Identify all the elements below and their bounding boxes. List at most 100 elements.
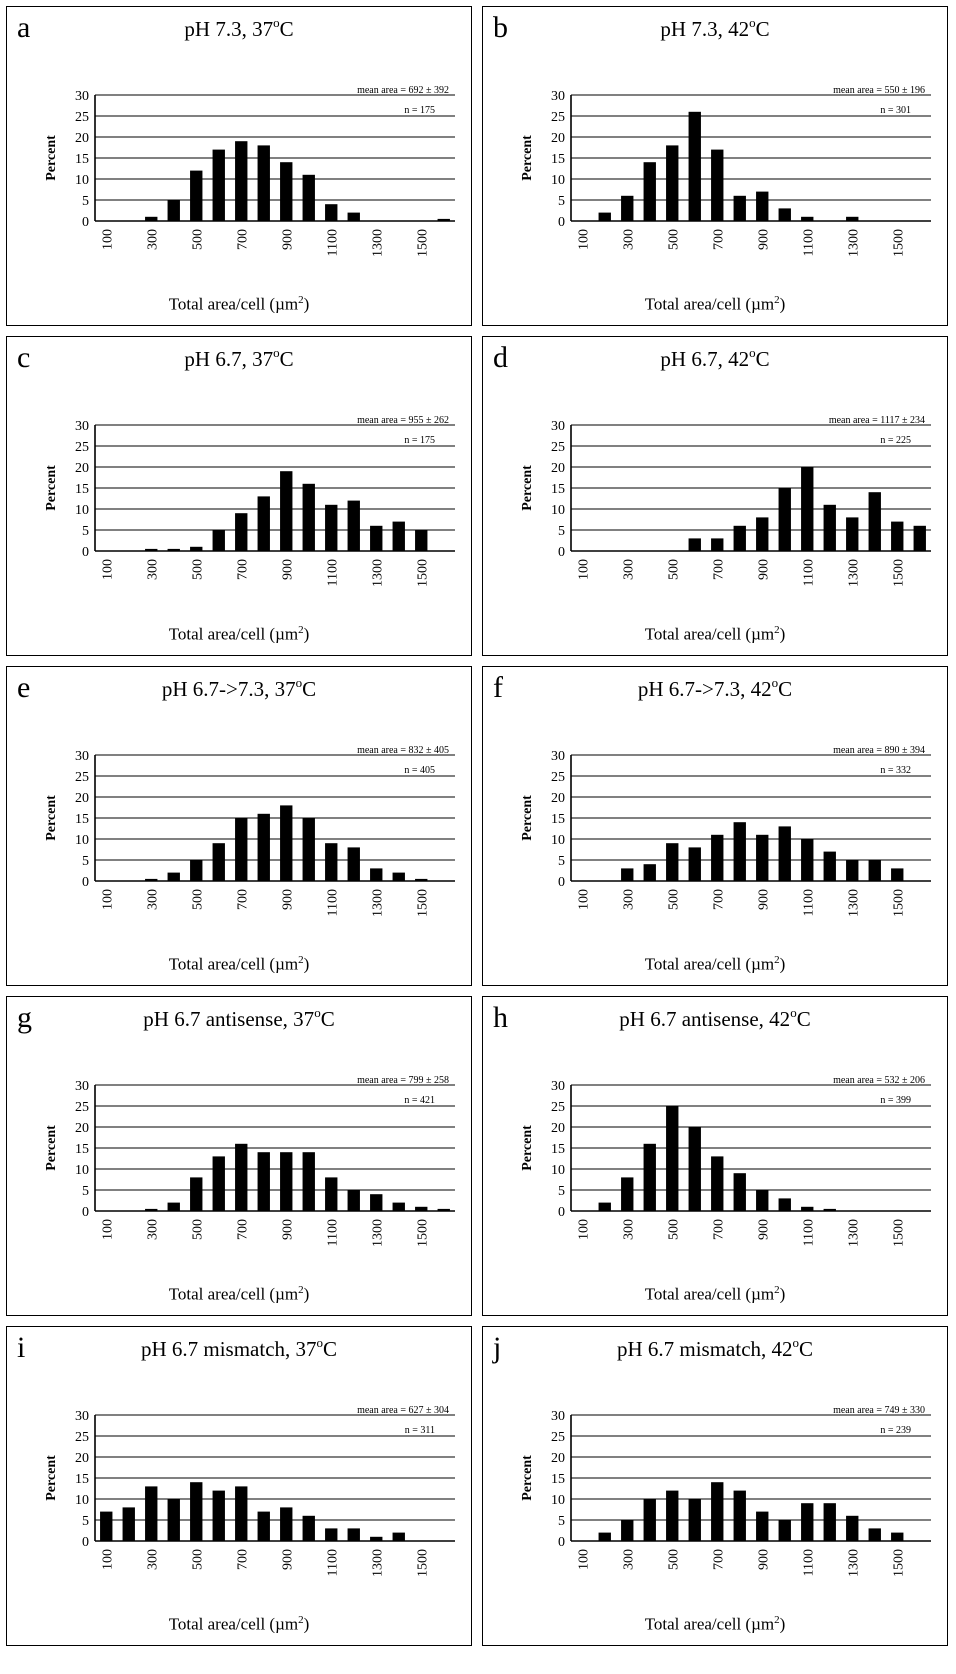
chart-svg: 0 5 10 15 20 25 30 Percent 100 300 500 700 900 1100 13… — [7, 7, 473, 327]
y-tick-label: 20 — [551, 1451, 565, 1466]
y-tick-label: 5 — [82, 1184, 89, 1199]
x-tick-label: 1300 — [846, 1549, 861, 1577]
y-tick-label: 5 — [558, 1514, 565, 1529]
chart-panel-e: e pH 6.7->7.3, 37oC Total area/cell (µm2) 0… — [6, 666, 472, 986]
bar-300 — [621, 1520, 633, 1541]
y-tick-label: 25 — [75, 1100, 89, 1115]
x-tick-label: 1500 — [891, 1219, 906, 1247]
x-tick-label: 500 — [190, 1549, 205, 1570]
bar-700 — [235, 1144, 247, 1211]
chart-panel-f: f pH 6.7->7.3, 42oC Total area/cell (µm2) 0… — [482, 666, 948, 986]
mean-area-annotation: mean area = 627 ± 304 — [357, 1405, 449, 1416]
y-tick-label: 25 — [551, 110, 565, 125]
y-tick-label: 10 — [551, 173, 565, 188]
x-tick-label: 1100 — [325, 1219, 340, 1246]
chart-svg: 0 5 10 15 20 25 30 Percent 100 300 500 700 900 1100 13… — [7, 1327, 473, 1647]
bar-400 — [644, 1144, 656, 1211]
bar-400 — [644, 864, 656, 881]
x-tick-label: 500 — [666, 559, 681, 580]
x-tick-label: 1300 — [370, 1219, 385, 1247]
y-tick-label: 15 — [551, 152, 565, 167]
x-tick-label: 1500 — [415, 559, 430, 587]
bar-1600 — [914, 526, 926, 551]
n-annotation: n = 399 — [880, 1095, 911, 1106]
x-tick-label: 100 — [576, 559, 591, 580]
bar-500 — [190, 547, 202, 551]
bar-200 — [599, 1203, 611, 1211]
y-axis-label: Percent — [520, 465, 535, 511]
bar-800 — [258, 814, 270, 881]
bar-1400 — [869, 492, 881, 551]
bar-400 — [168, 1203, 180, 1211]
bar-900 — [756, 1190, 768, 1211]
y-tick-label: 25 — [75, 110, 89, 125]
bar-800 — [734, 196, 746, 221]
mean-area-annotation: mean area = 550 ± 196 — [833, 85, 925, 96]
y-axis-label: Percent — [44, 1455, 59, 1501]
bar-800 — [734, 1491, 746, 1541]
x-tick-label: 500 — [190, 229, 205, 250]
chart-panel-a: a pH 7.3, 37oC Total area/cell (µm2) 0 5 10 15… — [6, 6, 472, 326]
bar-1500 — [415, 530, 427, 551]
y-tick-label: 30 — [551, 419, 565, 434]
bar-1200 — [824, 1503, 836, 1541]
x-tick-label: 900 — [280, 229, 295, 250]
bar-1200 — [824, 852, 836, 881]
y-axis-label: Percent — [520, 135, 535, 181]
y-tick-label: 15 — [75, 1142, 89, 1157]
bar-1100 — [325, 204, 337, 221]
y-tick-label: 30 — [75, 1079, 89, 1094]
x-tick-label: 500 — [190, 559, 205, 580]
x-tick-label: 1500 — [891, 1549, 906, 1577]
y-axis-label: Percent — [44, 795, 59, 841]
y-tick-label: 20 — [551, 461, 565, 476]
mean-area-annotation: mean area = 749 ± 330 — [833, 1405, 925, 1416]
y-tick-label: 5 — [82, 1514, 89, 1529]
bar-300 — [145, 217, 157, 221]
bar-1000 — [303, 175, 315, 221]
x-tick-label: 1100 — [801, 1219, 816, 1246]
bar-1400 — [869, 1528, 881, 1541]
y-tick-label: 25 — [551, 770, 565, 785]
bar-1000 — [303, 1516, 315, 1541]
y-tick-label: 10 — [75, 1163, 89, 1178]
bar-400 — [168, 1499, 180, 1541]
bar-700 — [711, 538, 723, 551]
x-tick-label: 700 — [711, 1219, 726, 1240]
bar-600 — [213, 530, 225, 551]
bar-1400 — [393, 873, 405, 881]
y-tick-label: 0 — [558, 215, 565, 230]
x-tick-label: 1300 — [846, 1219, 861, 1247]
y-tick-label: 25 — [551, 1100, 565, 1115]
y-tick-label: 25 — [75, 1430, 89, 1445]
bar-200 — [599, 1533, 611, 1541]
y-tick-label: 15 — [75, 482, 89, 497]
mean-area-annotation: mean area = 832 ± 405 — [357, 745, 449, 756]
bar-600 — [689, 1499, 701, 1541]
x-tick-label: 900 — [280, 889, 295, 910]
x-tick-label: 700 — [711, 889, 726, 910]
n-annotation: n = 421 — [404, 1095, 435, 1106]
y-tick-label: 30 — [551, 1409, 565, 1424]
x-tick-label: 1100 — [325, 889, 340, 916]
bar-1200 — [348, 847, 360, 881]
x-tick-label: 1300 — [370, 229, 385, 257]
y-tick-label: 30 — [75, 749, 89, 764]
y-tick-label: 30 — [75, 419, 89, 434]
x-tick-label: 1300 — [846, 559, 861, 587]
y-tick-label: 5 — [82, 524, 89, 539]
x-tick-label: 500 — [666, 1549, 681, 1570]
bar-900 — [756, 1512, 768, 1541]
bar-600 — [213, 843, 225, 881]
y-tick-label: 0 — [558, 1205, 565, 1220]
bar-800 — [258, 1512, 270, 1541]
bar-1000 — [303, 818, 315, 881]
bar-900 — [280, 805, 292, 881]
bar-600 — [689, 538, 701, 551]
bar-800 — [258, 1152, 270, 1211]
chart-panel-j: j pH 6.7 mismatch, 42oC Total area/cell (µ… — [482, 1326, 948, 1646]
x-tick-label: 1500 — [415, 889, 430, 917]
y-tick-label: 30 — [551, 89, 565, 104]
x-tick-label: 100 — [100, 559, 115, 580]
y-tick-label: 10 — [551, 1493, 565, 1508]
